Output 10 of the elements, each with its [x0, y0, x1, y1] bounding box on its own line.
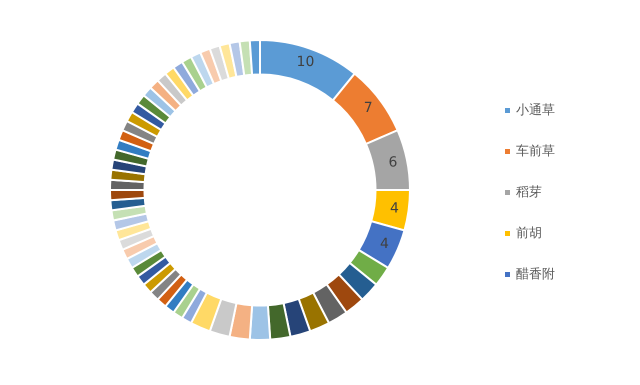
legend-label: 车前草 — [516, 144, 555, 159]
data-label: 6 — [388, 154, 398, 170]
data-label: 4 — [380, 236, 390, 252]
data-label: 10 — [296, 54, 314, 70]
data-label: 7 — [364, 100, 373, 116]
legend-label: 稻芽 — [516, 185, 542, 200]
legend-label: 小通草 — [516, 103, 555, 118]
legend-label: 醋香附 — [516, 267, 555, 282]
data-label: 4 — [390, 200, 400, 216]
legend-label: 前胡 — [516, 226, 542, 241]
